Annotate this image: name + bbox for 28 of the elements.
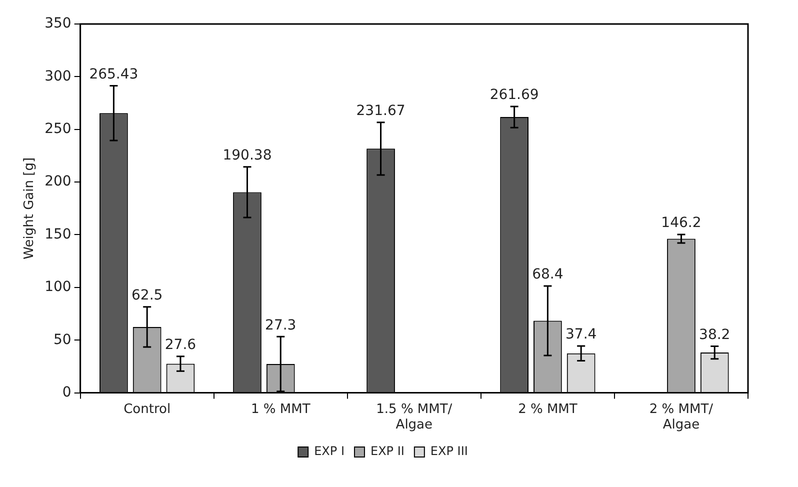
legend-label: EXP III [430, 444, 468, 458]
data-label: 231.67 [356, 102, 406, 119]
data-label: 38.2 [699, 326, 730, 343]
y-tick-label: 0 [62, 384, 72, 400]
y-tick-label: 50 [53, 332, 72, 348]
data-label: 190.38 [222, 148, 272, 164]
y-tick-label: 200 [44, 174, 72, 190]
legend-label: EXP II [370, 444, 404, 458]
data-label: 261.69 [490, 87, 539, 104]
x-tick-label: 1 % MMT [250, 402, 310, 417]
x-tick-label: 2 % MMT [518, 402, 578, 417]
y-tick-label: 150 [44, 226, 72, 242]
y-axis-title: Weight Gain [g] [22, 157, 38, 260]
data-label: 146.2 [661, 215, 702, 232]
y-tick-label: 250 [44, 121, 72, 138]
y-tick-label: 350 [44, 16, 72, 32]
y-tick-label: 300 [44, 68, 72, 84]
y-tick-label: 100 [44, 279, 72, 296]
data-label: 37.4 [565, 326, 597, 343]
x-tick-label: 2 % MMT/ Algae [649, 402, 714, 433]
x-tick-label: Control [124, 402, 171, 417]
data-label: 27.3 [265, 317, 296, 334]
data-label: 265.43 [89, 66, 138, 82]
data-label: 62.5 [132, 288, 163, 304]
data-label: 27.6 [164, 336, 196, 353]
legend-label: EXP I [314, 444, 345, 458]
data-label: 68.4 [532, 266, 564, 283]
x-tick-label: 1.5 % MMT/ Algae [376, 402, 453, 433]
